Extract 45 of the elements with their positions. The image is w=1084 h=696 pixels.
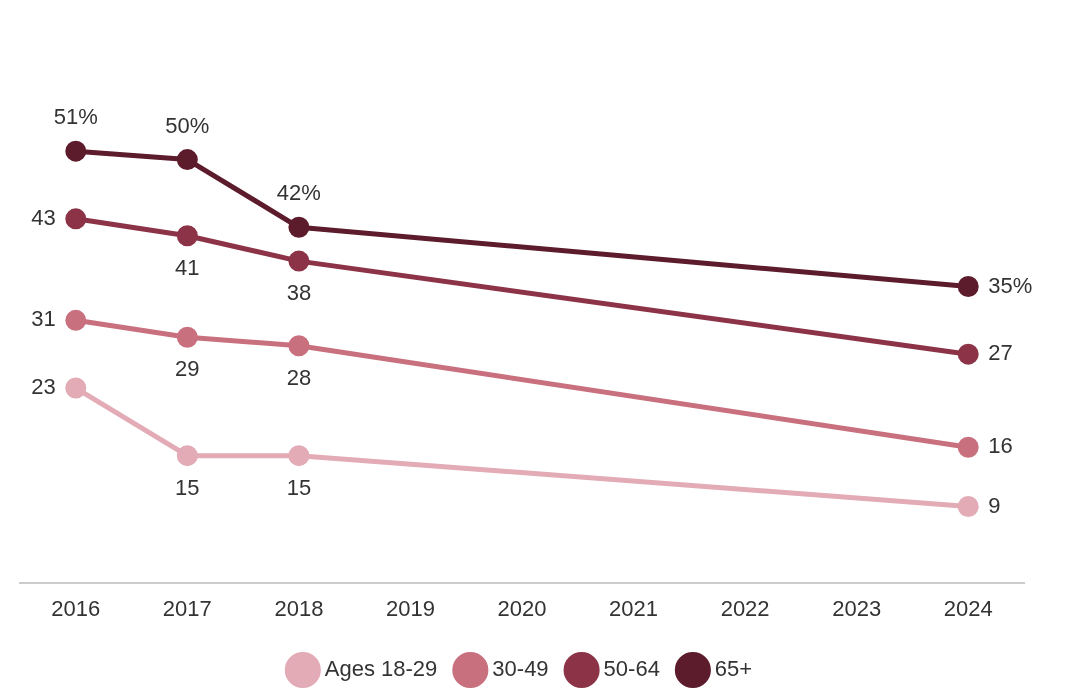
point <box>288 250 310 272</box>
data-label: 23 <box>31 374 56 400</box>
legend-label: 65+ <box>714 656 753 682</box>
point <box>176 445 198 467</box>
data-label: 31 <box>31 306 56 332</box>
data-label: 27 <box>988 340 1013 366</box>
point <box>957 436 979 458</box>
data-label: 35% <box>988 272 1033 298</box>
point <box>176 149 198 171</box>
x-tick-label: 2021 <box>609 595 659 621</box>
data-label: 9 <box>988 492 1001 518</box>
point <box>957 276 979 297</box>
point <box>65 140 87 162</box>
point <box>288 335 310 357</box>
data-label: 29 <box>175 356 200 382</box>
x-tick-label: 2022 <box>720 595 770 621</box>
data-label: 43 <box>31 204 56 230</box>
x-tick-label: 2020 <box>497 595 547 621</box>
point <box>288 445 310 467</box>
data-label: 41 <box>175 254 200 280</box>
point <box>65 309 87 331</box>
data-label: 15 <box>175 474 200 500</box>
point <box>957 343 979 365</box>
point <box>176 225 198 247</box>
data-label: 51% <box>53 104 98 130</box>
data-label: 16 <box>988 433 1013 459</box>
x-tick-label: 2023 <box>832 595 882 621</box>
x-tick-label: 2017 <box>162 595 212 621</box>
data-label: 28 <box>286 364 312 390</box>
point <box>176 326 198 348</box>
data-label: 15 <box>286 474 312 500</box>
x-tick-label: 2019 <box>385 595 435 621</box>
data-label: 50% <box>165 112 210 138</box>
data-label: 42% <box>276 180 321 206</box>
point <box>65 208 87 230</box>
legend-label: 30-49 <box>492 656 549 682</box>
legend-label: Ages 18-29 <box>324 656 438 682</box>
point <box>957 495 979 517</box>
x-tick-label: 2024 <box>943 595 993 621</box>
data-label: 38 <box>286 280 312 306</box>
point <box>65 377 87 399</box>
x-tick-label: 2018 <box>274 595 324 621</box>
point <box>288 216 310 238</box>
x-tick-label: 2016 <box>51 595 101 621</box>
legend-label: 50-64 <box>603 656 660 682</box>
